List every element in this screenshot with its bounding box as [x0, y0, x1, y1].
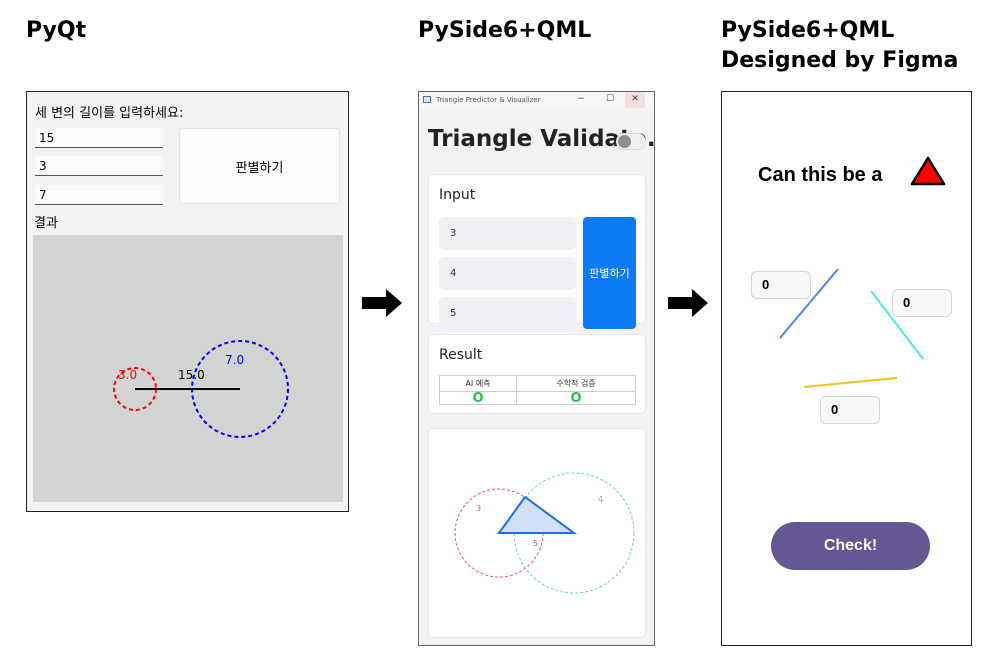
qml-window: Triangle Predictor & Visualizer − ☐ ✕ Tr… — [418, 91, 655, 646]
side-b-field[interactable]: 0 — [892, 289, 952, 317]
close-button[interactable]: ✕ — [625, 92, 645, 108]
result-card: Result AI 예측 수학적 검증 O O — [428, 334, 646, 414]
side-c-label: 5 — [533, 539, 538, 548]
triangle-visualization: 3.0 15.0 7.0 — [113, 340, 289, 438]
side-a-input[interactable]: 15 — [35, 128, 163, 148]
cyan-side-line — [870, 290, 924, 360]
segment-label: 15.0 — [178, 368, 205, 382]
side-b-circle — [513, 472, 635, 594]
triangle-shape — [497, 495, 578, 534]
question-text: Can this be a — [758, 164, 883, 186]
prompt-label: 세 변의 길이를 입력하세요: — [35, 106, 184, 121]
result-card-title: Result — [439, 347, 483, 363]
math-verification-header: 수학적 검증 — [516, 375, 636, 392]
pyqt-heading: PyQt — [26, 18, 87, 43]
yellow-side-line — [803, 377, 898, 388]
figma-heading-line1: PySide6+QML — [721, 18, 895, 43]
minimize-button[interactable]: − — [577, 94, 585, 104]
side-b-input[interactable]: 4 — [439, 257, 576, 290]
judge-button[interactable]: 판별하기 — [179, 128, 340, 204]
left-circle-label: 3.0 — [118, 368, 137, 382]
pyqt-window: 세 변의 길이를 입력하세요: 15 3 7 판별하기 결과 3.0 15.0 … — [26, 91, 349, 512]
maximize-button[interactable]: ☐ — [605, 94, 615, 104]
math-verification-value: O — [516, 391, 636, 405]
window-title: Triangle Predictor & Visualizer — [436, 96, 541, 104]
side-a-input[interactable]: 3 — [439, 217, 576, 250]
side-c-input[interactable]: 5 — [439, 297, 576, 330]
figma-window: Can this be a 0 0 0 Check! — [721, 91, 972, 646]
input-card-title: Input — [439, 187, 476, 203]
qml-heading: PySide6+QML — [418, 18, 592, 43]
right-circle-label: 7.0 — [225, 353, 244, 367]
visualization-card: 3 4 5 — [428, 428, 646, 638]
result-canvas: 3.0 15.0 7.0 — [33, 235, 343, 502]
side-a-label: 3 — [476, 504, 481, 513]
side-b-input[interactable]: 3 — [35, 156, 163, 176]
check-button[interactable]: Check! — [771, 522, 930, 570]
blue-side-line — [779, 268, 839, 339]
side-b-label: 4 — [598, 495, 603, 504]
result-label: 결과 — [34, 216, 58, 231]
red-triangle-icon — [910, 156, 946, 186]
triangle-visualization: 3 4 5 — [454, 472, 635, 594]
figma-heading-line2: Designed by Figma — [721, 48, 959, 73]
side-c-input[interactable]: 7 — [35, 185, 163, 205]
right-arrow-icon — [362, 289, 402, 317]
ai-prediction-value: O — [439, 391, 517, 405]
theme-toggle[interactable] — [616, 133, 646, 150]
app-window-icon — [423, 96, 431, 103]
judge-button[interactable]: 판별하기 — [583, 217, 636, 329]
result-table: AI 예측 수학적 검증 O O — [439, 375, 636, 405]
toggle-knob — [618, 135, 631, 148]
side-c-field[interactable]: 0 — [820, 396, 880, 424]
side-a-field[interactable]: 0 — [751, 271, 811, 299]
input-card: Input 3 4 5 판별하기 — [428, 174, 646, 330]
right-arrow-icon — [668, 289, 708, 317]
side-lines — [779, 268, 924, 388]
ai-prediction-header: AI 예측 — [439, 375, 517, 392]
title-bar: Triangle Predictor & Visualizer − ☐ ✕ — [419, 92, 654, 108]
